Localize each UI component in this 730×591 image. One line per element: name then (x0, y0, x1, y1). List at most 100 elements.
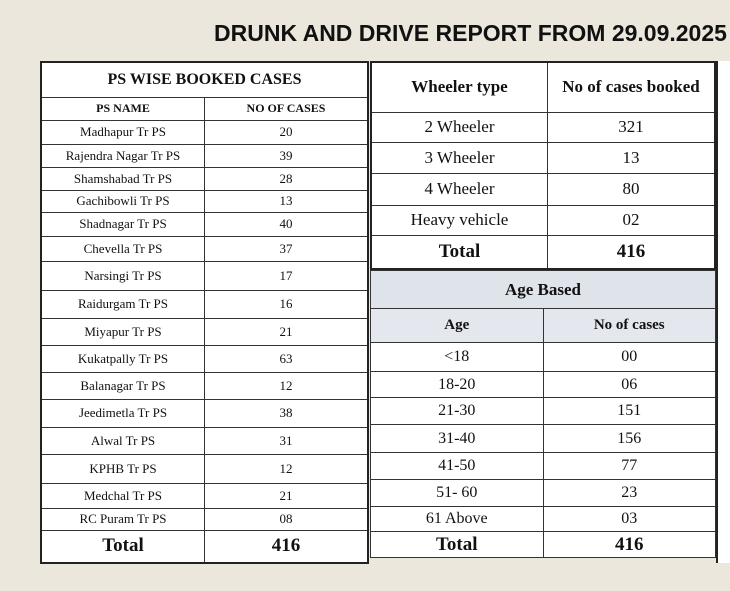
cell: 17 (204, 260, 369, 291)
cell: Wheeler type (370, 61, 548, 113)
row: 3 Wheeler 13 (370, 141, 716, 174)
ps-table: PS WISE BOOKED CASES PS NAME NO OF CASES Ma… (40, 61, 369, 564)
cell: 41-50 (370, 452, 544, 480)
row: Raidurgam Tr PS 16 (40, 289, 369, 319)
cell: 4 Wheeler (370, 172, 548, 206)
cell: 13 (204, 189, 369, 213)
cell: Kukatpally Tr PS (40, 344, 205, 373)
cell: 06 (542, 371, 716, 398)
row: Madhapur Tr PS 20 (40, 119, 369, 145)
cell: Age Based (370, 270, 716, 309)
row: Age Based (370, 270, 716, 309)
cell: KPHB Tr PS (40, 453, 205, 484)
row: Shamshabad Tr PS 28 (40, 166, 369, 191)
cell: Balanagar Tr PS (40, 371, 205, 400)
cell: 31-40 (370, 424, 544, 453)
cell: Shamshabad Tr PS (40, 166, 205, 191)
cell: Alwal Tr PS (40, 426, 205, 455)
row: KPHB Tr PS 12 (40, 453, 369, 484)
cell: 77 (542, 452, 716, 480)
row: RC Puram Tr PS 08 (40, 507, 369, 531)
cell: 18-20 (370, 371, 544, 398)
cell: No of cases (542, 308, 716, 343)
row: 4 Wheeler 80 (370, 172, 716, 206)
row: Heavy vehicle 02 (370, 204, 716, 236)
cell: Shadnagar Tr PS (40, 211, 205, 237)
cell: 31 (204, 426, 369, 455)
row: 51- 60 23 (370, 479, 716, 507)
cell: 38 (204, 398, 369, 428)
row: Total 416 (370, 531, 716, 558)
cell: 08 (204, 507, 369, 531)
cell: Rajendra Nagar Tr PS (40, 143, 205, 168)
cell: 40 (204, 211, 369, 237)
row: 2 Wheeler 321 (370, 111, 716, 143)
row: 31-40 156 (370, 424, 716, 453)
row: <18 00 (370, 342, 716, 372)
row: Balanagar Tr PS 12 (40, 371, 369, 400)
cell: 12 (204, 453, 369, 484)
cell: 156 (542, 424, 716, 453)
row: Shadnagar Tr PS 40 (40, 211, 369, 237)
cell: PS WISE BOOKED CASES (40, 61, 369, 98)
cell: Total (370, 531, 544, 558)
clipped-table (716, 61, 730, 563)
cell: 02 (547, 204, 716, 236)
cell: Miyapur Tr PS (40, 317, 205, 346)
row: Alwal Tr PS 31 (40, 426, 369, 455)
cell: 63 (204, 344, 369, 373)
cell: Chevella Tr PS (40, 235, 205, 262)
row: PS WISE BOOKED CASES (40, 61, 369, 98)
cell: 28 (204, 166, 369, 191)
cell: 21 (204, 317, 369, 346)
cell: 13 (547, 141, 716, 174)
cell: 21-30 (370, 397, 544, 425)
cell: PS NAME (40, 96, 205, 121)
row: Total 416 (370, 234, 716, 270)
cell: NO OF CASES (204, 96, 369, 121)
cell: Raidurgam Tr PS (40, 289, 205, 319)
cell: Total (370, 234, 548, 270)
cell: RC Puram Tr PS (40, 507, 205, 531)
cell: 20 (204, 119, 369, 145)
row: Wheeler type No of cases booked (370, 61, 716, 113)
cell: Gachibowli Tr PS (40, 189, 205, 213)
row: Chevella Tr PS 37 (40, 235, 369, 262)
row: Miyapur Tr PS 21 (40, 317, 369, 346)
row: Narsingi Tr PS 17 (40, 260, 369, 291)
row: 41-50 77 (370, 452, 716, 480)
row: PS NAME NO OF CASES (40, 96, 369, 121)
row: Kukatpally Tr PS 63 (40, 344, 369, 373)
cell: 80 (547, 172, 716, 206)
row: Gachibowli Tr PS 13 (40, 189, 369, 213)
cell: Madhapur Tr PS (40, 119, 205, 145)
cell: 21 (204, 482, 369, 509)
cell: Heavy vehicle (370, 204, 548, 236)
cell: 61 Above (370, 506, 544, 532)
cell: 16 (204, 289, 369, 319)
cell: Narsingi Tr PS (40, 260, 205, 291)
cell: 00 (542, 342, 716, 372)
cell: 37 (204, 235, 369, 262)
cell: 03 (542, 506, 716, 532)
cell: 51- 60 (370, 479, 544, 507)
row: Jeedimetla Tr PS 38 (40, 398, 369, 428)
cell: Jeedimetla Tr PS (40, 398, 205, 428)
title: DRUNK AND DRIVE REPORT FROM 29.09.2025 T (214, 20, 730, 46)
cell: 416 (547, 234, 716, 270)
cell: Total (40, 529, 205, 564)
cell: 12 (204, 371, 369, 400)
cell: No of cases booked (547, 61, 716, 113)
cell: 416 (204, 529, 369, 564)
row: Rajendra Nagar Tr PS 39 (40, 143, 369, 168)
row: 61 Above 03 (370, 506, 716, 532)
row: Medchal Tr PS 21 (40, 482, 369, 509)
cell: Medchal Tr PS (40, 482, 205, 509)
cell: 23 (542, 479, 716, 507)
cell: 416 (542, 531, 716, 558)
row: Total 416 (40, 529, 369, 564)
row: Age No of cases (370, 308, 716, 343)
age-table: Age Based Age No of cases <18 00 18-20 06 21-30… (370, 270, 716, 558)
row: 21-30 151 (370, 397, 716, 425)
